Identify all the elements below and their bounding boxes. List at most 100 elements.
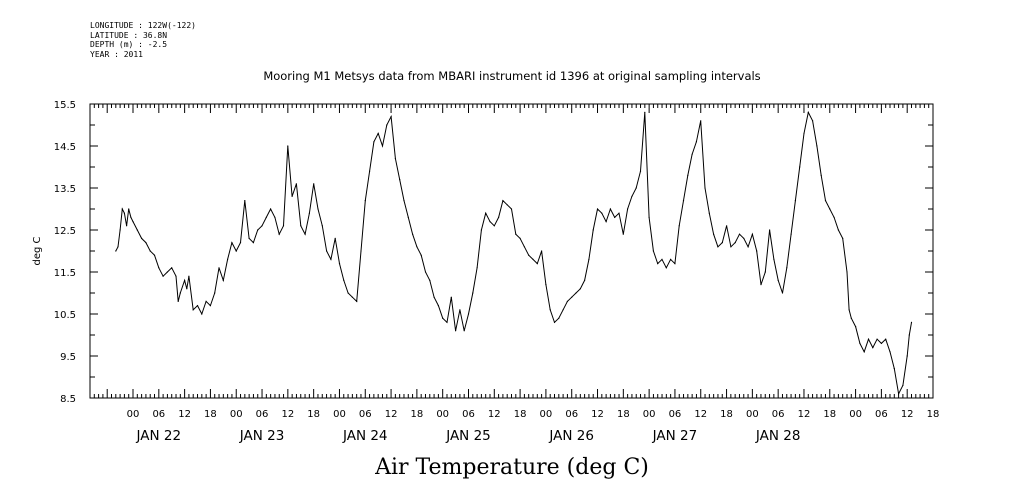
x-tick-label: 18 (720, 409, 733, 420)
chart-title: Mooring M1 Metsys data from MBARI instru… (263, 69, 760, 83)
data-point (196, 305, 199, 307)
longitude-text: LONGITUDE : 122W(-122) (90, 21, 196, 30)
y-tick-label: 8.5 (60, 394, 76, 405)
data-point (132, 221, 134, 223)
data-point (893, 368, 895, 370)
data-point (558, 317, 560, 319)
data-point (541, 250, 543, 252)
data-point (424, 271, 427, 273)
data-point (575, 292, 577, 294)
data-point (326, 250, 328, 252)
data-point (177, 300, 179, 302)
data-point (141, 237, 143, 239)
data-point (369, 170, 371, 172)
data-point (201, 313, 203, 315)
data-point (123, 212, 125, 214)
data-point (121, 208, 123, 210)
x-tick-label: 06 (565, 409, 578, 420)
y-tick-label: 11.5 (54, 268, 76, 279)
series-line (115, 110, 912, 396)
day-label: JAN 26 (548, 428, 594, 444)
data-point (872, 347, 874, 349)
data-point (704, 187, 706, 189)
data-point (467, 313, 470, 315)
x-tick-label: 18 (307, 409, 320, 420)
data-point (863, 351, 865, 353)
data-point (665, 267, 667, 269)
data-point (635, 187, 637, 189)
data-point (158, 267, 160, 269)
data-point (407, 216, 409, 218)
data-point (231, 242, 233, 244)
data-point (186, 288, 188, 290)
data-point (553, 321, 556, 323)
x-tick-label: 06 (875, 409, 888, 420)
data-point (506, 204, 508, 206)
data-point (502, 200, 504, 202)
data-point (674, 263, 676, 265)
data-point (700, 120, 702, 122)
day-label: JAN 27 (652, 428, 698, 444)
data-point (820, 174, 822, 176)
data-point (209, 305, 211, 307)
data-point (399, 179, 401, 181)
data-point (257, 229, 259, 231)
data-point (403, 200, 405, 202)
series-points (115, 111, 913, 395)
data-point (433, 296, 435, 298)
data-point (184, 279, 186, 281)
year-text: YEAR : 2011 (90, 49, 143, 59)
data-point (549, 309, 551, 311)
data-point (738, 233, 741, 235)
data-point (360, 250, 362, 252)
data-point (751, 233, 754, 235)
data-point (902, 384, 904, 386)
data-point (248, 237, 250, 239)
data-point (412, 233, 414, 235)
x-tick-label: 06 (772, 409, 785, 420)
data-point (119, 229, 121, 231)
data-point (910, 321, 913, 323)
data-point (601, 212, 603, 214)
x-tick-label: 00 (436, 409, 449, 420)
data-point (743, 237, 745, 239)
x-tick-label: 00 (230, 409, 243, 420)
x-tick-label: 12 (488, 409, 501, 420)
data-point (450, 296, 452, 298)
x-tick-label: 18 (411, 409, 424, 420)
data-point (291, 195, 293, 197)
day-label: JAN 23 (239, 428, 285, 444)
x-tick-label: 12 (798, 409, 811, 420)
data-point (463, 330, 465, 332)
data-point (627, 208, 629, 210)
data-point (833, 216, 835, 218)
data-point (192, 309, 194, 311)
data-point (126, 225, 128, 227)
data-point (584, 279, 586, 281)
data-point (848, 309, 850, 311)
data-point (300, 225, 302, 227)
data-point (386, 124, 388, 126)
data-point (790, 233, 792, 235)
data-point (596, 208, 599, 210)
data-point (588, 258, 590, 260)
data-point (149, 250, 151, 252)
x-tick-label: 12 (694, 409, 707, 420)
data-point (614, 216, 616, 218)
data-point (343, 279, 345, 281)
data-point (205, 300, 207, 302)
data-point (321, 225, 323, 227)
data-point (545, 284, 547, 286)
data-point (128, 208, 130, 210)
data-point (773, 258, 775, 260)
data-point (261, 225, 263, 227)
y-tick-label: 10.5 (54, 310, 76, 321)
data-point (227, 258, 229, 260)
data-point (472, 292, 474, 294)
data-point (846, 271, 848, 273)
data-point (442, 317, 444, 319)
x-tick-label: 12 (901, 409, 914, 420)
data-point (498, 216, 500, 218)
data-point (528, 254, 530, 256)
data-point (855, 326, 857, 328)
